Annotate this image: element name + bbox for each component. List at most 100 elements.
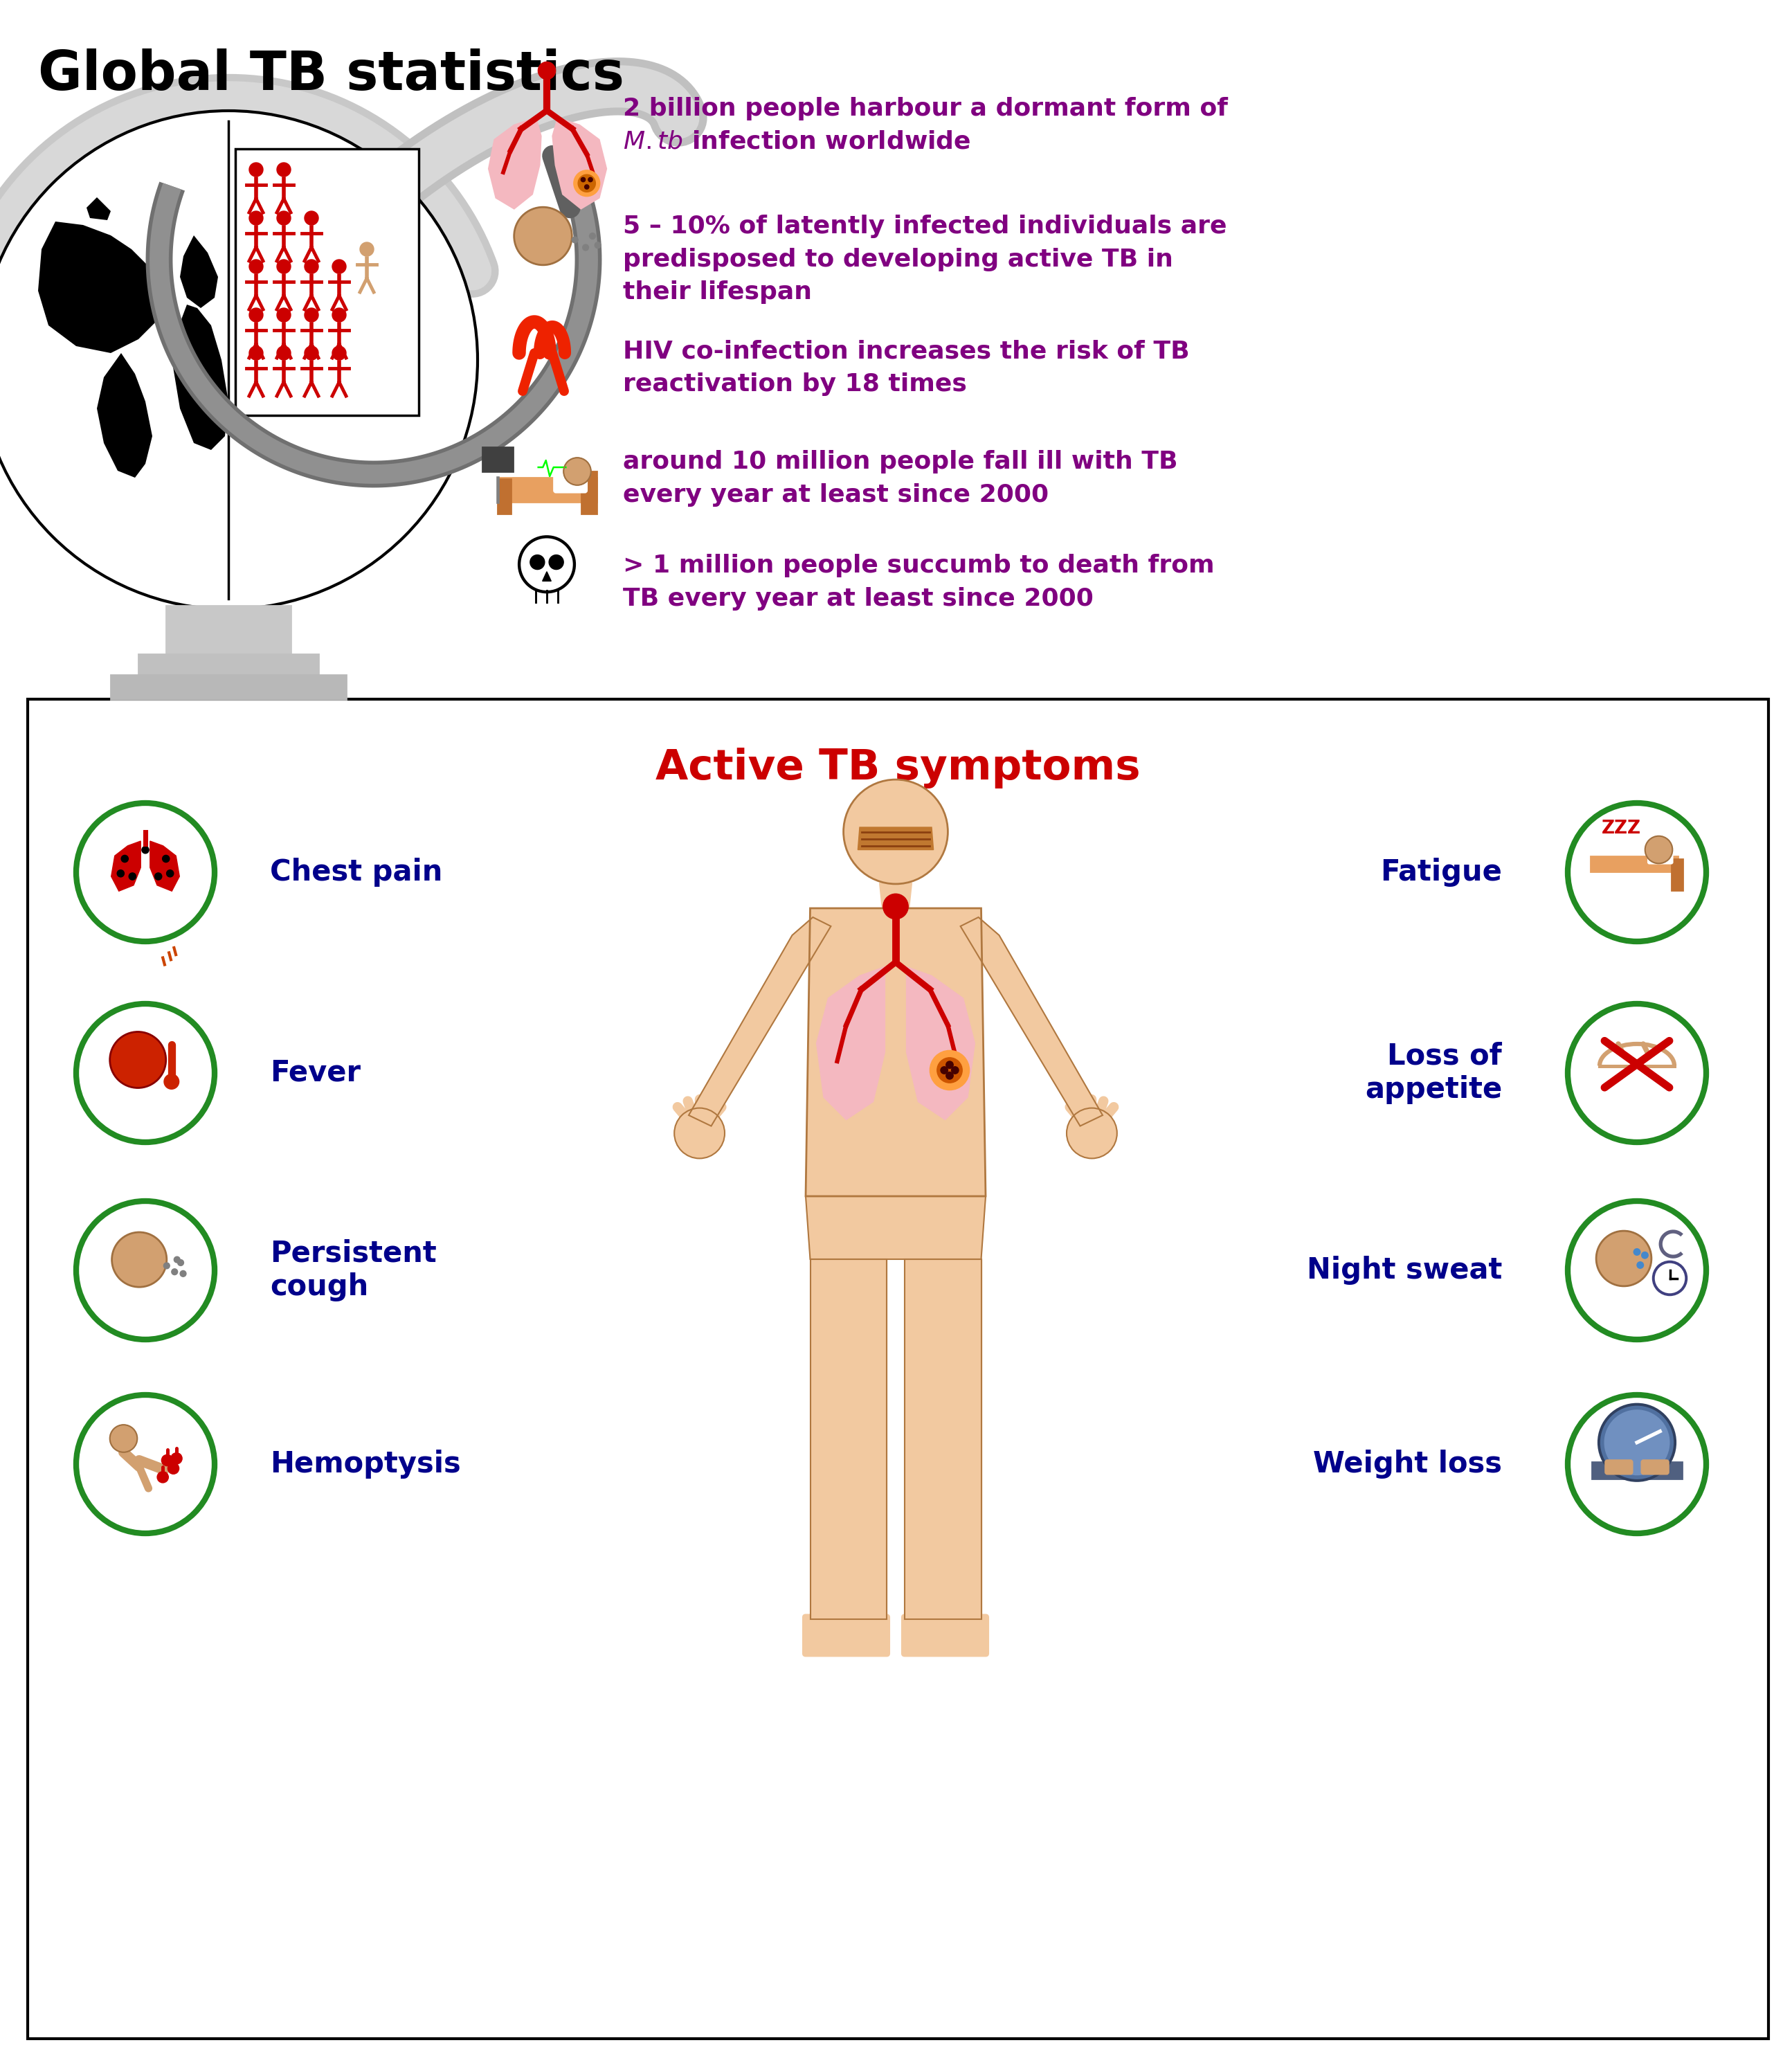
Circle shape xyxy=(305,212,319,224)
Text: ZZZ: ZZZ xyxy=(1602,818,1641,837)
Circle shape xyxy=(170,1454,183,1464)
Circle shape xyxy=(163,1262,170,1269)
Circle shape xyxy=(172,1269,177,1275)
Circle shape xyxy=(142,847,149,853)
Circle shape xyxy=(332,259,346,273)
FancyBboxPatch shape xyxy=(581,471,597,514)
Circle shape xyxy=(179,1271,186,1277)
Circle shape xyxy=(154,874,161,880)
Circle shape xyxy=(276,308,290,323)
Text: Night sweat: Night sweat xyxy=(1306,1256,1502,1285)
Circle shape xyxy=(276,162,290,177)
FancyBboxPatch shape xyxy=(1672,859,1683,890)
FancyBboxPatch shape xyxy=(111,674,346,699)
Circle shape xyxy=(1654,1262,1686,1295)
Text: Global TB statistics: Global TB statistics xyxy=(38,49,624,101)
FancyBboxPatch shape xyxy=(1593,1462,1681,1478)
FancyBboxPatch shape xyxy=(138,654,319,678)
Circle shape xyxy=(276,259,290,273)
FancyBboxPatch shape xyxy=(235,148,419,415)
Circle shape xyxy=(249,259,263,273)
Circle shape xyxy=(116,870,124,878)
Circle shape xyxy=(952,1067,959,1073)
Circle shape xyxy=(563,458,591,485)
Circle shape xyxy=(168,1462,179,1474)
Circle shape xyxy=(177,1260,185,1266)
Circle shape xyxy=(305,345,319,360)
Circle shape xyxy=(75,1201,215,1341)
Circle shape xyxy=(579,175,595,191)
Circle shape xyxy=(332,308,346,323)
Circle shape xyxy=(249,162,263,177)
Circle shape xyxy=(883,894,909,919)
FancyBboxPatch shape xyxy=(167,607,290,658)
Text: 2 billion people harbour a dormant form of
$\it{M. tb}$ infection worldwide: 2 billion people harbour a dormant form … xyxy=(624,97,1228,154)
FancyBboxPatch shape xyxy=(554,471,588,493)
Circle shape xyxy=(332,345,346,360)
Polygon shape xyxy=(688,917,831,1127)
FancyBboxPatch shape xyxy=(1590,855,1677,872)
FancyBboxPatch shape xyxy=(482,446,513,471)
Circle shape xyxy=(514,208,572,265)
Circle shape xyxy=(946,1071,953,1079)
Circle shape xyxy=(844,779,948,884)
Text: > 1 million people succumb to death from
TB every year at least since 2000: > 1 million people succumb to death from… xyxy=(624,553,1215,611)
Polygon shape xyxy=(174,304,228,450)
Circle shape xyxy=(249,212,263,224)
Circle shape xyxy=(520,537,575,592)
Circle shape xyxy=(165,1073,179,1090)
Circle shape xyxy=(941,1067,948,1073)
Circle shape xyxy=(946,1061,953,1069)
Circle shape xyxy=(1568,1394,1706,1534)
Text: HIV co-infection increases the risk of TB
reactivation by 18 times: HIV co-infection increases the risk of T… xyxy=(624,339,1190,395)
Circle shape xyxy=(590,232,595,238)
Text: Loss of
appetite: Loss of appetite xyxy=(1366,1042,1502,1104)
Circle shape xyxy=(158,1472,168,1482)
Text: Weight loss: Weight loss xyxy=(1314,1449,1502,1478)
Circle shape xyxy=(581,177,586,181)
Circle shape xyxy=(75,1394,215,1534)
Circle shape xyxy=(1597,1232,1652,1287)
Circle shape xyxy=(360,243,375,257)
Circle shape xyxy=(249,345,263,360)
Polygon shape xyxy=(489,117,541,210)
Circle shape xyxy=(538,62,556,80)
Polygon shape xyxy=(97,354,152,477)
Text: 5 – 10% of latently infected individuals are
predisposed to developing active TB: 5 – 10% of latently infected individuals… xyxy=(624,214,1228,304)
Circle shape xyxy=(573,171,600,197)
Polygon shape xyxy=(806,1197,986,1258)
Circle shape xyxy=(174,1256,179,1262)
Circle shape xyxy=(109,1032,167,1088)
FancyBboxPatch shape xyxy=(1641,1460,1668,1474)
Circle shape xyxy=(530,555,545,570)
Polygon shape xyxy=(111,841,140,890)
FancyBboxPatch shape xyxy=(498,479,511,514)
Circle shape xyxy=(595,243,600,249)
Circle shape xyxy=(75,804,215,942)
Polygon shape xyxy=(543,572,552,582)
Circle shape xyxy=(1604,1410,1670,1476)
Circle shape xyxy=(1641,1252,1649,1258)
Circle shape xyxy=(1568,1003,1706,1143)
Text: Fever: Fever xyxy=(271,1059,360,1088)
Circle shape xyxy=(572,236,579,243)
Circle shape xyxy=(276,345,290,360)
Circle shape xyxy=(1066,1108,1116,1158)
Circle shape xyxy=(129,874,136,880)
Circle shape xyxy=(305,259,319,273)
Circle shape xyxy=(582,245,590,251)
Circle shape xyxy=(1636,1262,1643,1269)
Polygon shape xyxy=(38,222,167,354)
Polygon shape xyxy=(151,841,179,890)
Text: Chest pain: Chest pain xyxy=(271,857,443,886)
FancyBboxPatch shape xyxy=(901,1614,989,1657)
FancyBboxPatch shape xyxy=(27,699,1769,2040)
Circle shape xyxy=(1634,1248,1640,1256)
Circle shape xyxy=(167,870,174,878)
Text: Active TB symptoms: Active TB symptoms xyxy=(656,748,1140,790)
Circle shape xyxy=(0,111,478,609)
Circle shape xyxy=(930,1051,969,1090)
Circle shape xyxy=(1645,837,1672,864)
Polygon shape xyxy=(806,909,986,1197)
Text: Hemoptysis: Hemoptysis xyxy=(271,1449,461,1478)
